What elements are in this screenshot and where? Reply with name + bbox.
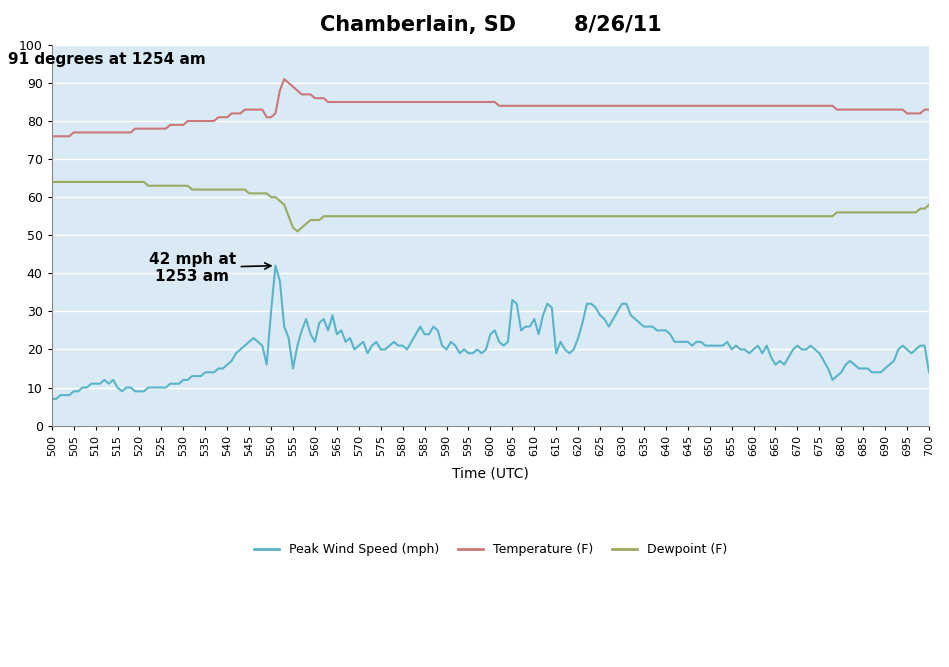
Temperature (F) <box>923 105 935 113</box>
Line: Dewpoint (F): Dewpoint (F) <box>52 182 929 231</box>
X-axis label: Time (UTC): Time (UTC) <box>452 467 529 481</box>
Line: Peak Wind Speed (mph): Peak Wind Speed (mph) <box>52 265 929 399</box>
Peak Wind Speed (mph) <box>50 395 62 403</box>
Dewpoint (F) <box>291 227 303 235</box>
Temperature (F) <box>50 132 62 140</box>
Peak Wind Speed (mph) <box>371 338 382 346</box>
Temperature (F) <box>853 105 865 113</box>
Title: Chamberlain, SD        8/26/11: Chamberlain, SD 8/26/11 <box>320 15 661 35</box>
Peak Wind Speed (mph) <box>47 395 58 403</box>
Temperature (F) <box>419 98 430 106</box>
Temperature (F) <box>279 75 290 83</box>
Dewpoint (F) <box>125 178 137 186</box>
Peak Wind Speed (mph) <box>419 330 430 338</box>
Text: 91 degrees at 1254 am: 91 degrees at 1254 am <box>8 52 206 67</box>
Temperature (F) <box>524 102 535 110</box>
Peak Wind Speed (mph) <box>524 323 535 331</box>
Peak Wind Speed (mph) <box>270 261 281 269</box>
Dewpoint (F) <box>923 201 935 209</box>
Peak Wind Speed (mph) <box>853 364 865 372</box>
Peak Wind Speed (mph) <box>923 368 935 376</box>
Dewpoint (F) <box>524 212 535 220</box>
Dewpoint (F) <box>419 212 430 220</box>
Peak Wind Speed (mph) <box>125 384 137 392</box>
Legend: Peak Wind Speed (mph), Temperature (F), Dewpoint (F): Peak Wind Speed (mph), Temperature (F), … <box>249 538 732 562</box>
Temperature (F) <box>47 132 58 140</box>
Line: Temperature (F): Temperature (F) <box>52 79 929 136</box>
Temperature (F) <box>371 98 382 106</box>
Dewpoint (F) <box>50 178 62 186</box>
Dewpoint (F) <box>853 208 865 216</box>
Dewpoint (F) <box>47 178 58 186</box>
Text: 42 mph at
1253 am: 42 mph at 1253 am <box>148 251 270 284</box>
Temperature (F) <box>125 129 137 137</box>
Dewpoint (F) <box>371 212 382 220</box>
